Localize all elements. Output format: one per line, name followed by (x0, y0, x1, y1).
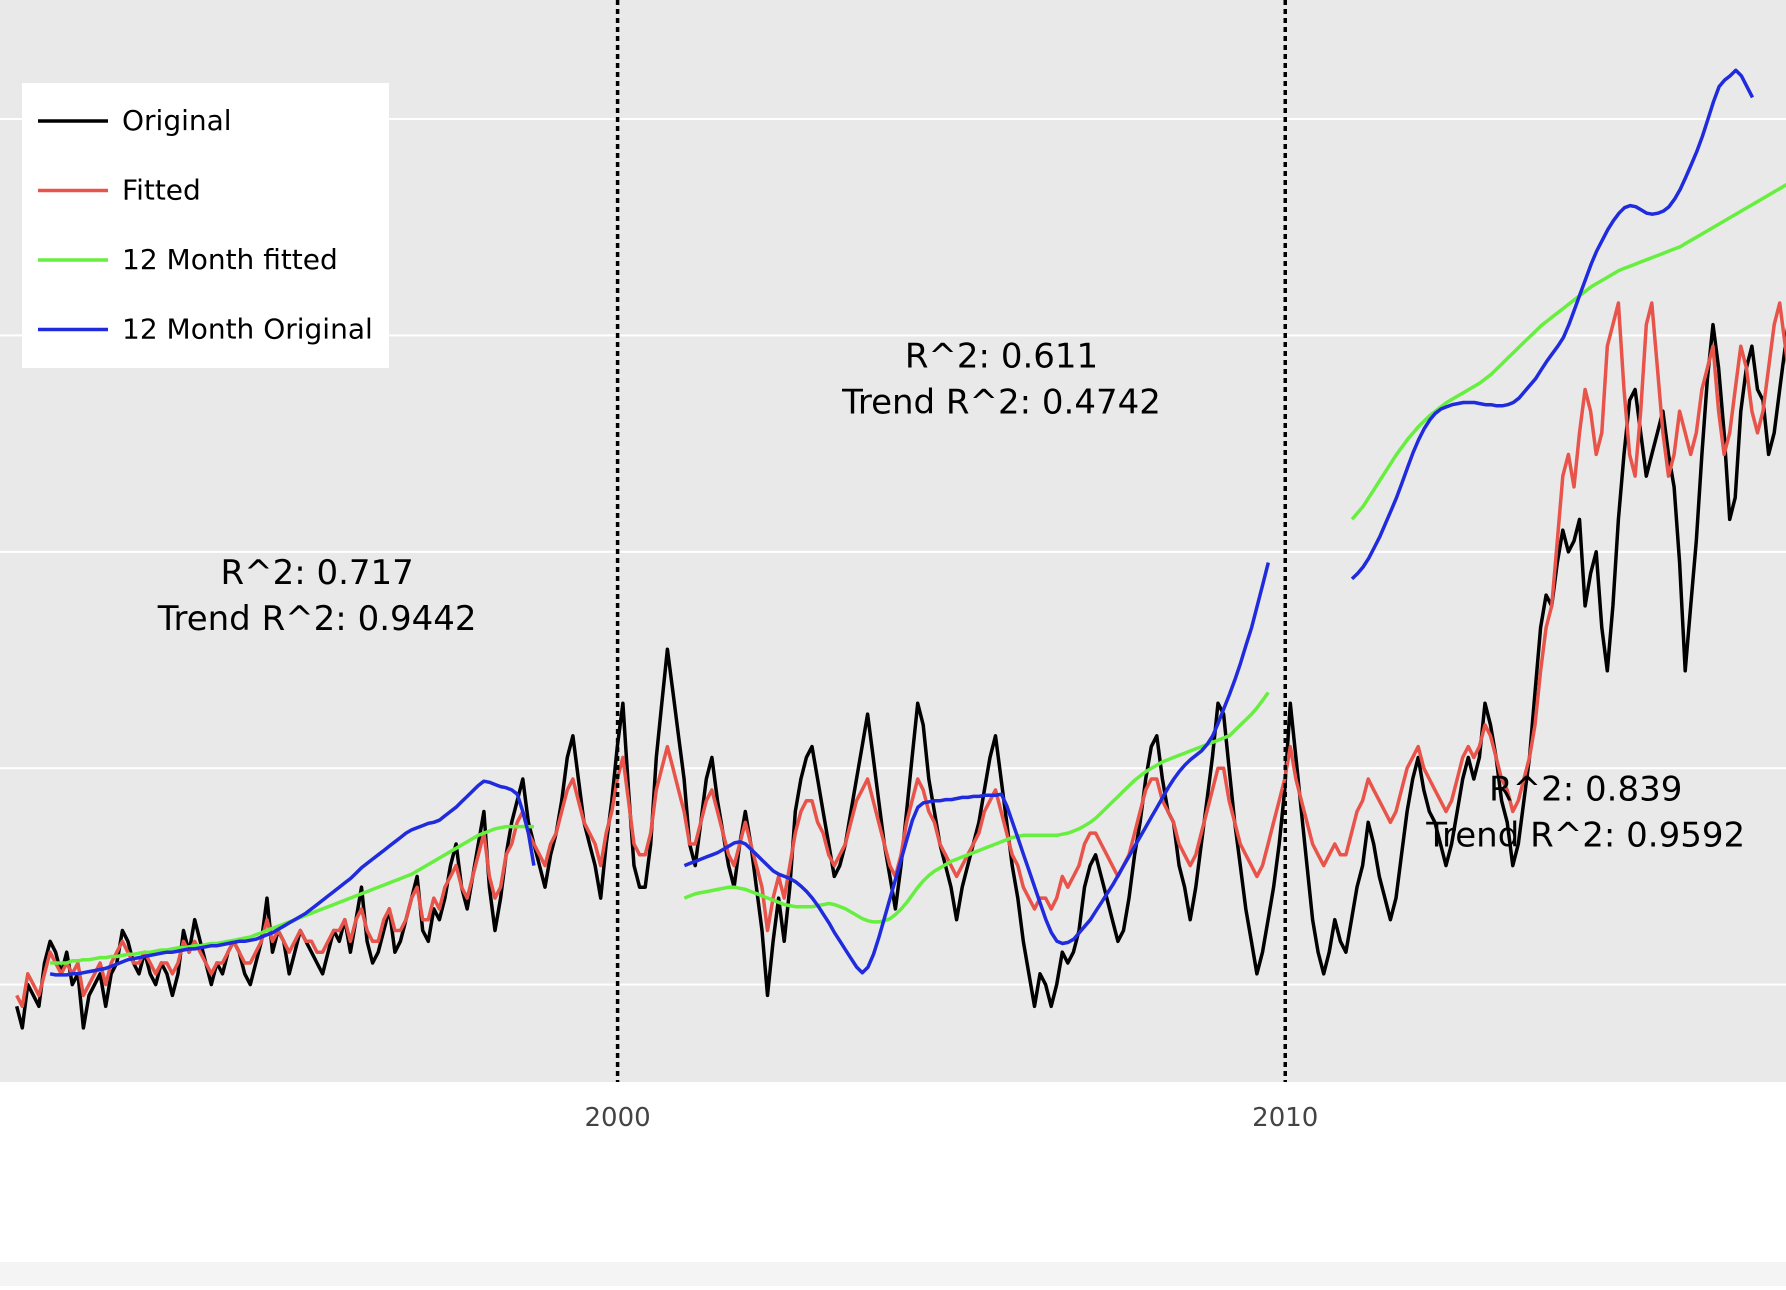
footer-band (0, 1262, 1786, 1286)
series-line-fitted (15, 301, 1786, 1009)
series-line-12-month-original-0 (49, 779, 536, 977)
legend-box (22, 83, 389, 368)
legend: Original Fitted 12 Month fitted 12 Month Or… (22, 83, 389, 368)
annotation-trend-r2: Trend R^2: 0.9442 (157, 599, 477, 639)
x-axis: 2000 2010 (585, 1103, 1319, 1133)
annotation-trend-r2: Trend R^2: 0.4742 (841, 383, 1161, 423)
x-tick-label: 2010 (1252, 1103, 1318, 1133)
x-tick-label: 2000 (585, 1103, 651, 1133)
legend-label-12-month-original: 12 Month Original (122, 313, 373, 346)
legend-label-original: Original (122, 104, 232, 137)
annotation-trend-r2: Trend R^2: 0.9592 (1425, 815, 1745, 855)
annotations: R^2: 0.717 Trend R^2: 0.9442 R^2: 0.611 Tre… (157, 337, 1745, 856)
series-line-12-month-fitted-1 (683, 691, 1270, 924)
legend-label-12-month-fitted: 12 Month fitted (122, 243, 338, 276)
annotation-r2: R^2: 0.839 (1489, 769, 1682, 809)
legend-label-fitted: Fitted (122, 174, 201, 207)
series-line-12-month-original-1 (683, 562, 1270, 975)
breakpoint-lines (615, 0, 1288, 1082)
series-line-12-month-fitted-2 (1350, 182, 1786, 521)
series-line-12-month-original-2 (1350, 68, 1755, 581)
series-group (15, 68, 1786, 1030)
annotation-r2: R^2: 0.611 (905, 337, 1098, 377)
series-line-original (15, 322, 1786, 1030)
annotation-r2: R^2: 0.717 (220, 553, 413, 593)
